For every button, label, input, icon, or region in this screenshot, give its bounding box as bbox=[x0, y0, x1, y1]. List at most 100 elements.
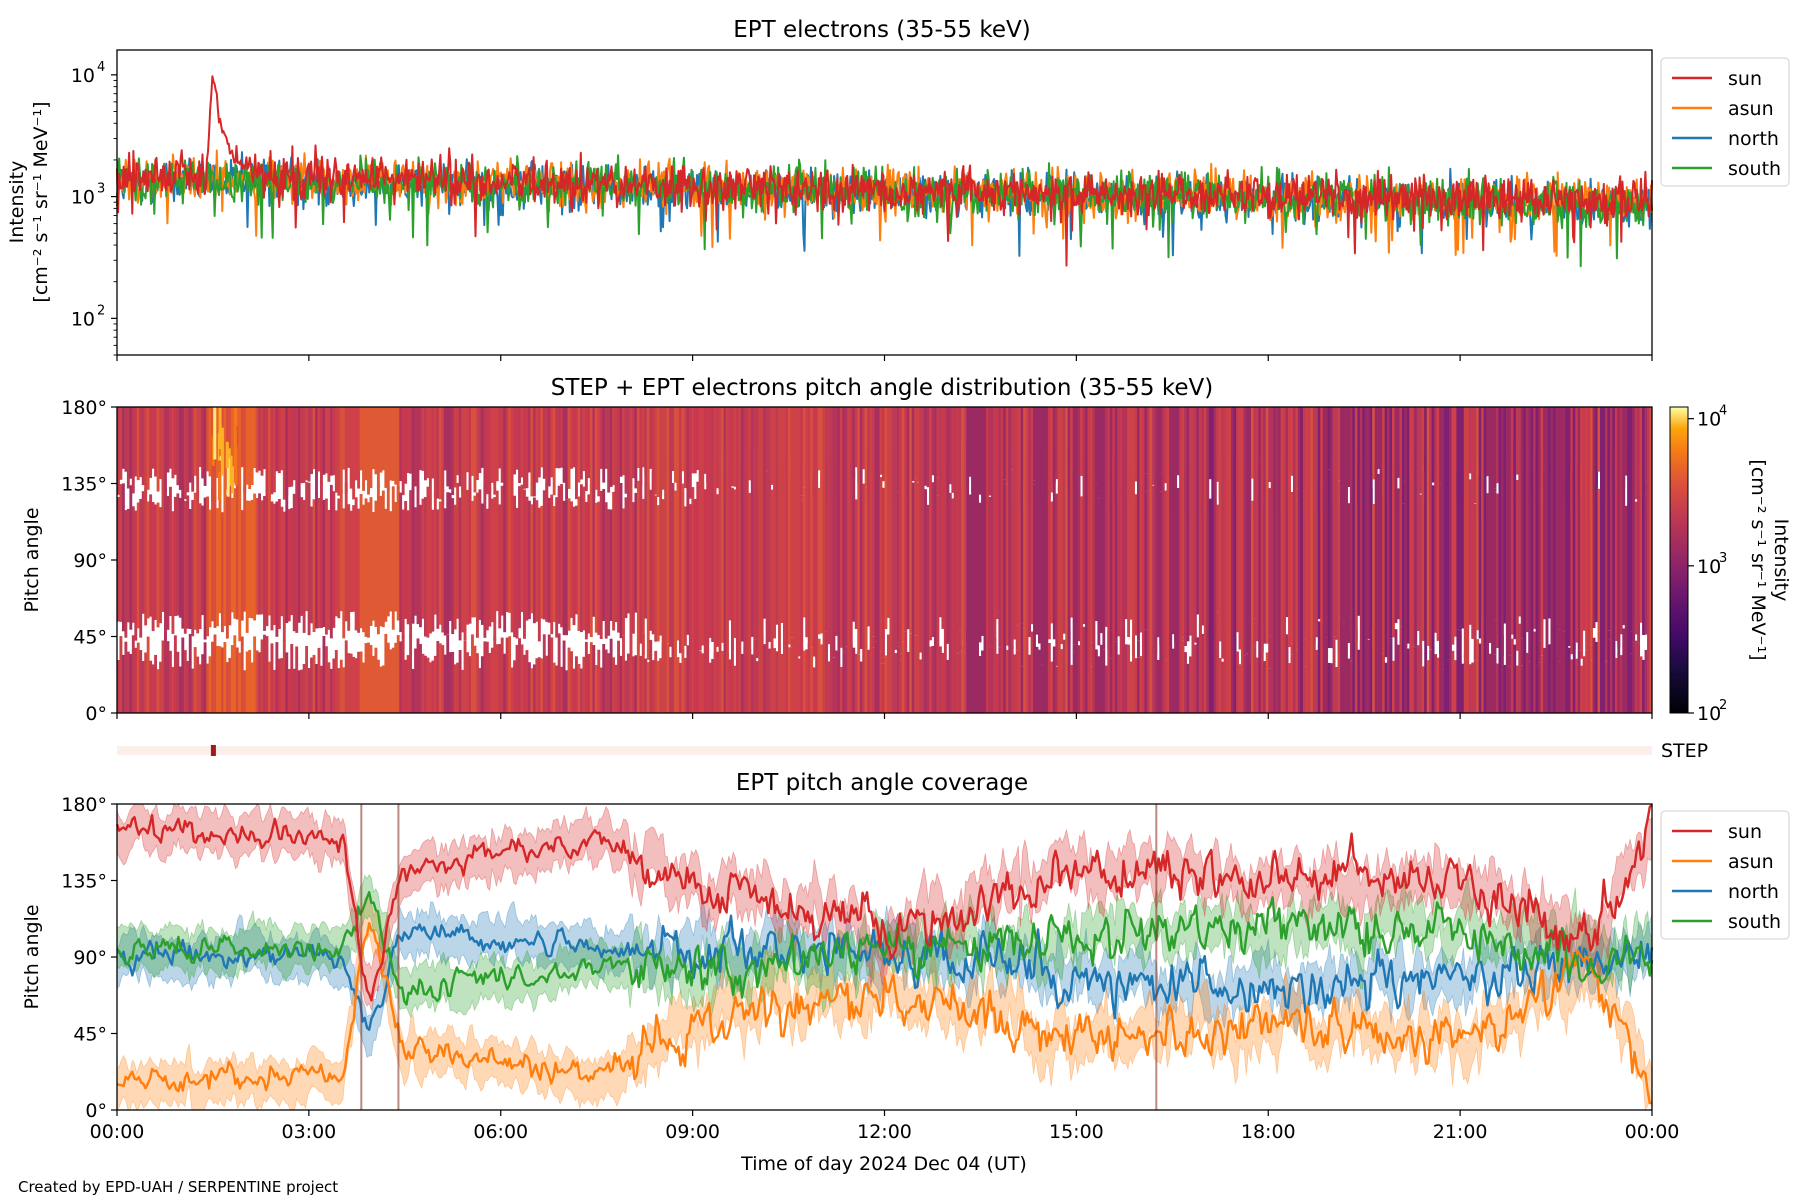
pad-cell bbox=[810, 470, 814, 648]
pad-cell bbox=[770, 489, 774, 643]
pad-cell bbox=[943, 407, 947, 485]
pad-cell bbox=[938, 407, 942, 493]
pad-cell bbox=[409, 407, 413, 474]
pad-cell bbox=[956, 612, 960, 654]
pad-cell bbox=[339, 407, 343, 494]
pad-cell bbox=[1426, 660, 1430, 713]
pad-cell bbox=[1364, 407, 1368, 478]
pad-cell bbox=[488, 488, 492, 627]
pad-cell bbox=[1439, 407, 1442, 484]
pad-cell bbox=[1176, 488, 1180, 648]
pad-cell bbox=[780, 463, 784, 623]
pad-cell bbox=[1394, 629, 1398, 713]
pad-cell bbox=[1590, 407, 1593, 504]
pad-cell bbox=[597, 501, 601, 635]
pad-cell bbox=[1015, 625, 1019, 651]
pad-cell bbox=[755, 661, 759, 713]
pad-cell bbox=[1144, 491, 1148, 630]
pad-cell bbox=[1112, 628, 1116, 713]
pad-cell bbox=[1134, 494, 1138, 636]
pad-cell bbox=[1223, 407, 1227, 487]
pad-cell bbox=[468, 486, 472, 624]
pad-cell bbox=[1347, 503, 1351, 643]
pad-cell bbox=[515, 507, 519, 639]
pad-cell bbox=[530, 668, 534, 713]
pad-cell bbox=[1523, 407, 1527, 470]
pad-cell bbox=[852, 647, 856, 713]
pad-cell bbox=[1176, 635, 1180, 713]
pad-cell bbox=[250, 662, 254, 713]
pad-cell bbox=[285, 482, 289, 624]
pad-cell bbox=[839, 407, 843, 483]
pad-cell bbox=[817, 487, 821, 635]
pad-cell bbox=[1491, 450, 1494, 638]
pad-cell bbox=[1510, 453, 1514, 635]
pad-cell bbox=[1342, 407, 1346, 519]
pad-cell bbox=[1243, 407, 1247, 515]
pad-cell bbox=[1042, 407, 1046, 511]
pad-cell bbox=[1439, 483, 1442, 654]
pad-cell bbox=[1520, 638, 1524, 666]
coverage-panel: EPT pitch angle coverage 0°45°90°135°180… bbox=[21, 770, 1790, 1175]
pad-cell bbox=[1112, 407, 1116, 485]
pad-cell bbox=[151, 407, 155, 469]
pad-cell bbox=[456, 662, 460, 713]
pad-cell bbox=[178, 497, 182, 618]
pad-cell bbox=[176, 407, 180, 486]
pad-cell bbox=[627, 653, 630, 713]
pad-cell bbox=[1273, 636, 1277, 713]
pad-cell bbox=[1431, 485, 1435, 670]
pad-cell bbox=[272, 669, 276, 713]
pad-cell bbox=[121, 483, 125, 632]
pad-cell bbox=[1545, 663, 1549, 713]
pad-cell bbox=[523, 407, 526, 489]
pad-cell bbox=[1245, 407, 1249, 514]
pad-cell bbox=[1057, 486, 1061, 652]
pad-cell bbox=[1236, 453, 1239, 633]
pad-cell bbox=[1216, 611, 1220, 629]
pad-cell bbox=[691, 407, 695, 474]
pad-cell bbox=[532, 407, 536, 497]
pad-cell bbox=[1632, 642, 1636, 646]
pad-cell bbox=[1288, 485, 1291, 648]
pad-cell bbox=[1515, 665, 1519, 713]
pad-cell bbox=[471, 634, 474, 713]
pad-cell bbox=[389, 407, 393, 481]
pad-cell bbox=[1154, 629, 1158, 713]
pad-cell bbox=[1018, 640, 1022, 646]
pad-cell bbox=[1087, 648, 1091, 713]
pad-cell bbox=[119, 484, 123, 622]
pad-cell bbox=[381, 665, 385, 713]
pad-cell bbox=[1174, 485, 1178, 643]
pad-cell bbox=[1498, 654, 1502, 713]
pad-cell bbox=[1211, 628, 1215, 713]
pad-cell bbox=[1025, 636, 1029, 713]
pad-cell bbox=[1231, 454, 1234, 654]
pad-cell bbox=[896, 407, 900, 489]
coverage-x-ticks: 00:00 03:00 06:00 09:00 12:00 15:00 18:00 21:00… bbox=[90, 1110, 1679, 1143]
pad-cell bbox=[433, 492, 437, 615]
pad-cell bbox=[1587, 464, 1591, 644]
pad-cell bbox=[1161, 630, 1165, 713]
pad-cell bbox=[847, 493, 851, 644]
pad-cell bbox=[891, 452, 895, 647]
pad-cell bbox=[958, 630, 962, 652]
pad-cell bbox=[1171, 648, 1175, 713]
pad-cell bbox=[738, 647, 742, 713]
pad-cell bbox=[322, 407, 326, 475]
pad-cell bbox=[1627, 453, 1631, 666]
pad-cell bbox=[411, 407, 415, 492]
pad-cell bbox=[1114, 407, 1118, 494]
pad-cell bbox=[837, 467, 841, 645]
pad-cell bbox=[1193, 644, 1197, 713]
pad-cell bbox=[1181, 637, 1185, 641]
pad-cell bbox=[1315, 649, 1319, 713]
pad-cell bbox=[1189, 476, 1192, 636]
pad-cell bbox=[1226, 407, 1230, 495]
x-tick-label: 09:00 bbox=[665, 1121, 720, 1143]
pad-cell bbox=[1250, 407, 1254, 479]
pad-cell bbox=[659, 658, 663, 713]
pad-cell bbox=[1221, 407, 1225, 509]
pad-cell bbox=[1619, 655, 1623, 713]
pad-cell bbox=[344, 640, 348, 713]
